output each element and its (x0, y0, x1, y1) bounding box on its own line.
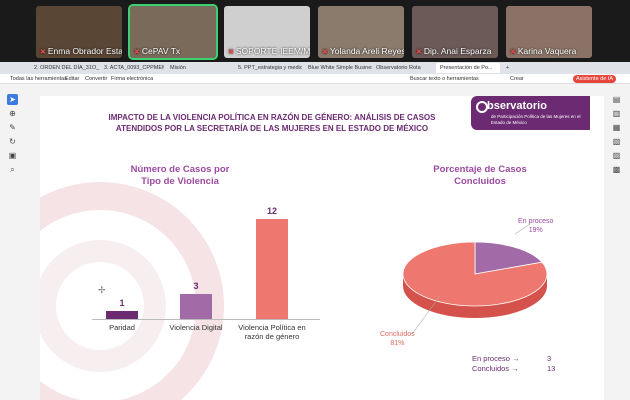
comment-icon[interactable]: ▤ (612, 95, 621, 104)
mic-muted-icon: ✖ (322, 49, 328, 56)
participant-tile[interactable]: ✖ CePAV Tx (128, 4, 218, 60)
tab[interactable]: Misión (170, 65, 186, 71)
bar-value-label: 1 (119, 297, 125, 308)
pdf-toolbar: Todas las herramientas Editar Convertir … (0, 74, 630, 84)
pie-leader-line (411, 295, 441, 335)
tools-panel: ➤ ⊕ ✎ ↻ ▣ ⌕ (7, 94, 19, 178)
observatorio-logo: bservatorio de Participación Política de… (471, 96, 590, 130)
cursor-crosshair-icon: ✢ (98, 285, 106, 295)
bar (106, 310, 138, 319)
bookmark-icon[interactable]: ▥ (612, 109, 621, 118)
participant-tile[interactable]: ✖ Dip. Anai Esparza (412, 6, 498, 58)
tab[interactable]: 2. ORDEN DEL DÍA_31O_ (34, 65, 100, 71)
mic-muted-icon: ✖ (416, 49, 422, 56)
mic-muted-icon: ✖ (510, 49, 516, 56)
bar (180, 294, 212, 319)
pie-leader-line (514, 223, 531, 235)
participant-tile[interactable]: ✖Yolanda Areli Reyes ... (318, 6, 404, 58)
pie-label-concluidos: Concluidos 81% (380, 331, 415, 347)
pie-slice (474, 241, 543, 275)
participant-name: CePAV Tx (141, 46, 181, 56)
tab[interactable]: Observatorio Rota (376, 65, 421, 71)
ai-assistant-button[interactable]: Asistente de IA (573, 75, 616, 83)
tab[interactable]: 5. PPT_estrategia y medios (238, 65, 302, 71)
pen-icon[interactable]: ✎ (9, 123, 16, 132)
lasso-icon[interactable]: ↻ (9, 137, 16, 146)
settings-icon[interactable]: ▩ (612, 165, 621, 174)
tab[interactable]: Blue White Simple Busines... (308, 65, 372, 71)
bar-category-label: Paridad (109, 323, 135, 332)
pie-slice (402, 241, 548, 307)
slide-page: IMPACTO DE LA VIOLENCIA POLÍTICA EN RAZÓ… (40, 96, 604, 400)
search-text-icon[interactable]: ⌕ (10, 165, 15, 174)
edit-button[interactable]: Editar (65, 76, 80, 82)
logo-o-icon (476, 101, 488, 113)
mic-muted-icon: ✖ (228, 49, 234, 56)
mic-muted-icon: ✖ (40, 49, 46, 56)
tab-bar: 2. ORDEN DEL DÍA_31O_ 3. ACTA_0093_CPPME… (0, 62, 630, 74)
participants-strip: ✖Enma Obrador Estad... ✖CePAV Tx ✖SOPORT… (0, 0, 630, 62)
convert-button[interactable]: Convertir (85, 76, 108, 82)
all-tools-button[interactable]: Todas las herramientas (10, 76, 67, 82)
bar-value-label: 3 (193, 281, 199, 291)
slide-title: IMPACTO DE LA VIOLENCIA POLÍTICA EN RAZÓ… (108, 113, 436, 133)
pie-label-en-proceso: En proceso 19% (518, 218, 554, 234)
grid-icon[interactable]: ▨ (612, 151, 621, 160)
participant-tile[interactable]: ✖Enma Obrador Estad... (36, 6, 122, 58)
new-tab-button[interactable]: + (506, 65, 510, 71)
zoom-icon[interactable]: ⊕ (9, 109, 16, 118)
arrow-icon: → (509, 354, 520, 363)
bar-value-label: 12 (266, 206, 277, 216)
sign-button[interactable]: Firma electrónica (111, 76, 154, 82)
x-axis (92, 319, 320, 320)
create-button[interactable]: Crear (510, 76, 524, 82)
pie-chart (402, 223, 548, 335)
bar-chart-title: Número de Casos por Tipo de Violencia (130, 164, 230, 187)
select-cursor-icon[interactable]: ➤ (7, 94, 18, 105)
search-input[interactable]: Buscar texto o herramientas (410, 76, 479, 82)
participant-name: Enma Obrador Estad... (47, 46, 122, 56)
legend-row: En proceso → 3 (472, 354, 552, 363)
tab[interactable]: 3. ACTA_0093_CPPMEM_ (104, 65, 164, 71)
arrow-icon: → (509, 364, 519, 373)
legend-row: Concluidos → 13 (472, 364, 556, 373)
layers-icon[interactable]: ▧ (612, 137, 621, 146)
pie-side (403, 274, 547, 318)
participant-name: Yolanda Areli Reyes ... (329, 46, 404, 56)
pdf-viewer-window: 2. ORDEN DEL DÍA_31O_ 3. ACTA_0093_CPPME… (0, 62, 630, 400)
bar-category-label: Violencia Política en razón de género (238, 323, 306, 341)
mic-muted-icon: ✖ (134, 49, 140, 56)
text-box-icon[interactable]: ▣ (8, 151, 17, 160)
bar (256, 219, 288, 319)
pie-chart-title: Porcentaje de Casos Concluidos (433, 164, 527, 187)
attachment-icon[interactable]: ▦ (612, 123, 621, 132)
participant-name: Karina Vaquera (517, 46, 577, 56)
participant-name: SOPORTE-IEEM/MAUR... (235, 46, 310, 56)
right-panel: ▤ ▥ ▦ ▧ ▨ ▩ (611, 94, 623, 178)
bar-category-label: Violencia Digital (169, 323, 223, 332)
participant-name: Dip. Anai Esparza (423, 46, 492, 56)
tab-active[interactable]: Presentación de Po... (436, 63, 500, 73)
participant-tile[interactable]: ✖ Karina Vaquera (506, 6, 592, 58)
participant-tile[interactable]: ✖SOPORTE-IEEM/MAUR... (224, 6, 310, 58)
